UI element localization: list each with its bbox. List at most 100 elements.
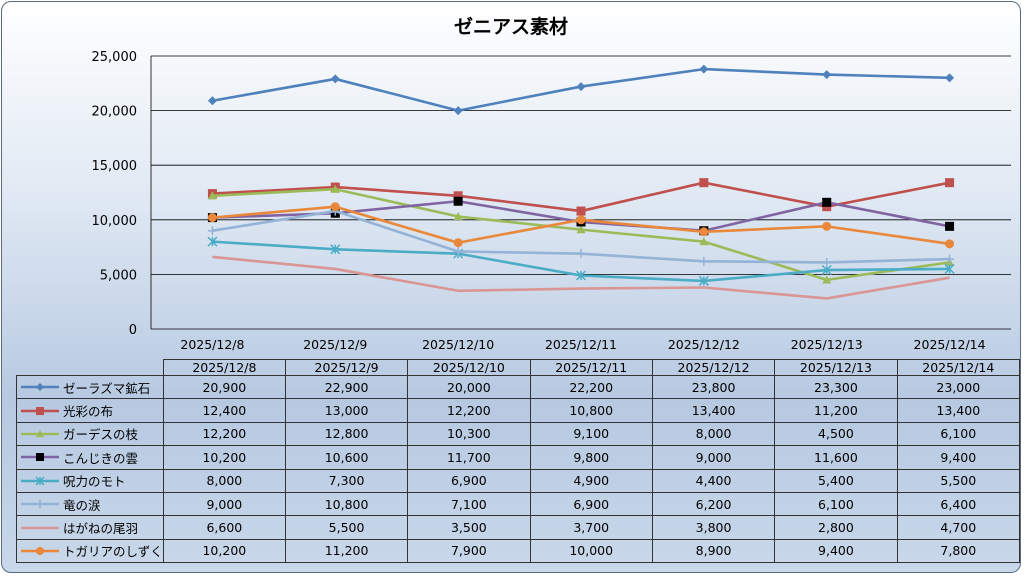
table-cell: 10,200 [162,445,286,470]
x-tick-label: 2025/12/11 [545,337,617,352]
data-point [945,254,955,264]
data-point [330,244,341,255]
data-point [207,191,217,200]
column-header: 2025/12/12 [651,359,776,376]
column-header: 2025/12/9 [284,359,409,376]
x-tick-label: 2025/12/8 [180,337,244,352]
legend-label: 竜の涙 [63,497,101,513]
table-cell: 10,000 [529,538,653,564]
data-point [699,227,709,237]
table-cell: 11,200 [284,538,409,564]
table-cell: 7,100 [407,491,531,517]
table-cell: 6,100 [774,491,898,517]
legend-label: トガリアのしずく [63,544,163,560]
table-cell: 10,800 [284,491,409,517]
data-point [36,500,44,509]
legend-entry: トガリアのしずく [16,538,164,564]
y-tick-label: 25,000 [92,50,138,65]
data-point [207,96,217,106]
data-point [453,238,463,248]
data-table: 2025/12/8 2025/12/9 2025/12/10 2025/12/11 20… [16,359,1020,564]
table-cell: 6,900 [407,468,531,493]
series-7 [207,202,955,249]
table-cell: 6,400 [896,491,1020,517]
table-cell: 10,300 [407,421,531,447]
table-cell: 4,700 [896,515,1020,540]
data-point [575,270,587,281]
table-row: こんじきの雲 10,200 10,600 11,700 9,800 9,000 11,600… [16,445,1020,470]
legend-entry: 竜の涙 [16,491,164,517]
data-point [945,221,955,231]
table-cell: 3,800 [651,515,776,540]
column-header: 2025/12/13 [774,359,898,376]
table-cell: 23,800 [651,374,776,400]
table-cell: 4,400 [651,468,776,493]
data-point [945,178,955,188]
table-cell: 5,500 [284,515,409,540]
legend-label: はがねの尾羽 [63,521,139,537]
data-point [822,275,832,284]
table-cell: 10,600 [284,445,409,470]
series-6 [212,255,950,300]
legend-label: ガーデスの枝 [63,427,139,443]
series-line [212,187,950,282]
legend-key-icon [21,476,59,486]
legend-entry: はがねの尾羽 [16,515,164,540]
table-cell: 23,000 [896,374,1020,400]
data-point [330,184,340,193]
legend-entry: こんじきの雲 [16,445,164,470]
data-point [945,73,955,83]
data-point [699,237,709,246]
table-cell: 11,700 [407,445,531,470]
table-cell: 6,100 [896,421,1020,447]
table-cell: 9,000 [162,491,286,517]
table-cell: 3,700 [529,515,653,540]
legend-entry: 光彩の布 [16,398,164,423]
table-cell: 7,300 [284,468,409,493]
x-tick-label: 2025/12/13 [791,337,863,352]
table-cell: 10,800 [529,398,653,423]
data-point [453,212,463,221]
data-point [944,263,955,274]
x-tick-label: 2025/12/10 [422,337,494,352]
legend-label: 呪力のモト [63,474,126,490]
data-point [576,206,586,216]
table-cell: 11,200 [774,398,898,423]
table-row: 光彩の布 12,400 13,000 12,200 10,800 13,400 11,200… [16,398,1020,423]
legend-label: こんじきの雲 [63,450,139,466]
table-cell: 12,200 [162,421,286,447]
table-cell: 2,800 [774,515,898,540]
table-cell: 6,600 [162,515,286,540]
legend-entry: ゼーラズマ鉱石 [16,374,164,400]
data-point [822,221,832,231]
data-point [36,383,44,392]
column-header: 2025/12/10 [407,359,531,376]
table-cell: 4,900 [529,468,653,493]
data-point [576,225,586,234]
line-chart: 0 5,000 10,000 15,000 20,000 25,000 2025/12/8 2… [92,50,1011,352]
table-cell: 12,400 [162,398,286,423]
legend-key-icon [21,406,59,415]
table-cell: 3,500 [407,515,531,540]
column-header: 2025/12/11 [529,359,653,376]
data-point [207,213,217,223]
series-0 [207,64,955,116]
legend-key-icon [21,429,59,438]
y-tick-label: 20,000 [92,105,138,120]
table-cell: 9,400 [774,538,898,564]
table-cell: 8,900 [651,538,776,564]
x-tick-label: 2025/12/14 [914,337,986,352]
y-tick-label: 10,000 [92,214,138,229]
data-point [821,265,832,276]
column-header: 2025/12/8 [162,359,286,376]
data-point [453,196,463,206]
table-cell: 12,800 [284,421,409,447]
table-row: 竜の涙 9,000 10,800 7,100 6,900 6,200 6,100 6,400 [16,491,1020,517]
data-point [576,215,586,225]
data-point [36,546,44,555]
table-cell: 4,500 [774,421,898,447]
data-point [698,275,709,286]
data-point [453,106,463,116]
table-cell: 20,000 [407,374,531,400]
